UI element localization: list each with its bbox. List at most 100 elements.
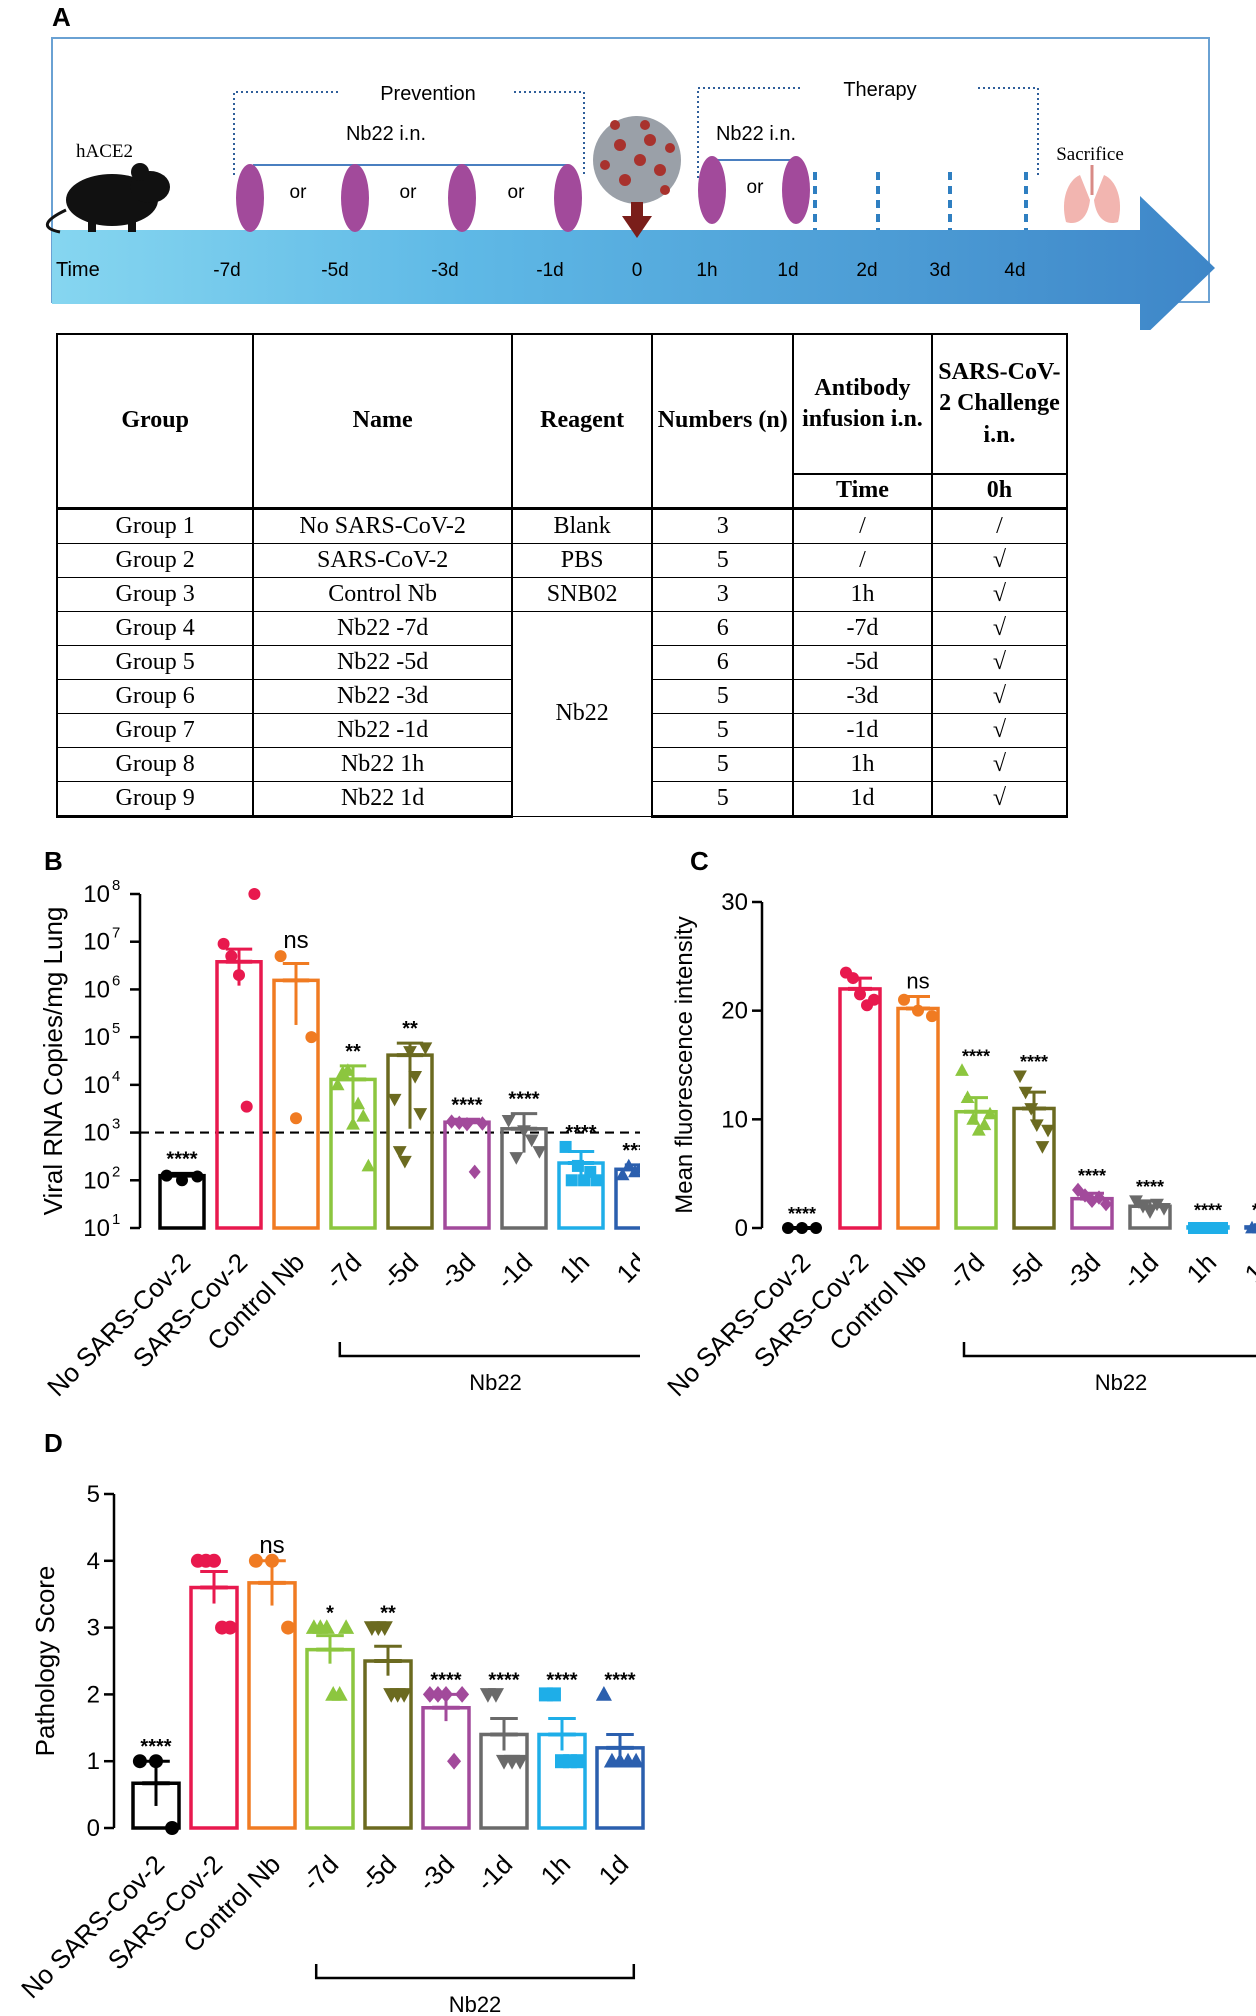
- table-cell: 5: [651, 678, 795, 714]
- data-point: [1245, 1220, 1256, 1234]
- prevention-label: Prevention: [380, 83, 476, 105]
- group-bracket: [314, 1964, 636, 1980]
- y-tick-label: 10: [721, 1106, 748, 1133]
- table-cell: -5d: [792, 644, 933, 680]
- table-cell: Group 3: [55, 576, 255, 612]
- data-point: [509, 1152, 524, 1165]
- significance-label: ****: [962, 1046, 990, 1066]
- table-cell: Group 4: [55, 610, 255, 646]
- data-point: [517, 1125, 531, 1138]
- data-point: [468, 1164, 481, 1180]
- data-point: [1252, 1226, 1256, 1234]
- group-bracket: [338, 1342, 640, 1358]
- data-point: [621, 1158, 636, 1172]
- table-cell: √: [930, 542, 1069, 578]
- bar: [305, 1647, 355, 1830]
- y-tick-exponent: 5: [112, 1021, 120, 1037]
- data-point: [403, 1046, 417, 1059]
- data-point: [330, 1077, 345, 1091]
- y-tick-label: 4: [87, 1548, 100, 1575]
- data-point: [346, 1116, 360, 1130]
- data-point: [217, 937, 230, 950]
- significance-label: **: [380, 1603, 396, 1625]
- group-design-table: Group Name Reagent Numbers (n) Antibody …: [55, 333, 1069, 819]
- x-tick-label: -5d: [376, 1247, 424, 1295]
- table-cell: √: [930, 712, 1069, 748]
- y-tick-exponent: 3: [112, 1117, 120, 1133]
- data-point: [165, 1821, 180, 1835]
- table-row: Group 6 Nb22 -3d 5 -3d √: [55, 678, 1069, 714]
- data-point: [396, 1688, 413, 1703]
- data-point: [854, 988, 866, 1001]
- x-tick-label: -3d: [1058, 1247, 1106, 1295]
- table-cell: Nb22 -3d: [252, 678, 513, 714]
- time-point: 3d: [929, 260, 950, 281]
- table-cell: 6: [651, 644, 795, 680]
- bar: [1244, 1225, 1256, 1230]
- table-cell: /: [792, 506, 933, 544]
- data-point: [782, 1222, 794, 1234]
- data-point: [413, 1108, 428, 1121]
- table-row: Group 9 Nb22 1d 5 1d √: [55, 780, 1069, 819]
- data-point: [487, 1688, 504, 1703]
- time-point: 2d: [856, 260, 877, 281]
- data-point: [408, 1071, 423, 1084]
- or-label: or: [747, 177, 765, 198]
- significance-label: ****: [622, 1140, 640, 1162]
- table-cell: 1d: [792, 780, 933, 819]
- table-cell: Nb22 1d: [252, 780, 513, 819]
- y-tick-label: 20: [721, 998, 748, 1025]
- data-point: [966, 1112, 981, 1125]
- table-cell: /: [792, 542, 933, 578]
- x-tick-label: -7d: [319, 1247, 367, 1295]
- table-row: Group 1 No SARS-CoV-2 Blank 3//: [55, 506, 1069, 544]
- data-point: [225, 950, 238, 963]
- data-point: [977, 1117, 992, 1131]
- table-row: Group 4 Nb22 -7d Nb22 6 -7d √: [55, 610, 1069, 818]
- y-tick-exponent: 2: [112, 1164, 120, 1180]
- group-label: Nb22: [1095, 1370, 1148, 1395]
- table-cell: /: [930, 506, 1069, 544]
- time-axis-label: Time: [56, 259, 100, 281]
- data-point: [248, 888, 261, 900]
- mouse-icon: [46, 163, 170, 234]
- x-tick-label: 1h: [1181, 1247, 1223, 1289]
- x-tick-label: -5d: [354, 1849, 402, 1897]
- bar: [215, 960, 263, 1230]
- significance-label: ****: [1252, 1201, 1256, 1221]
- y-tick-exponent: 1: [112, 1212, 120, 1228]
- x-tick-label: 1h: [554, 1247, 596, 1289]
- sacrifice-label: Sacrifice: [1056, 144, 1124, 165]
- data-point: [1029, 1119, 1044, 1132]
- bar: [838, 987, 882, 1230]
- table-cell: Control Nb: [252, 576, 513, 612]
- table-cell: Nb22 -1d: [252, 712, 513, 748]
- data-point: [1035, 1141, 1050, 1154]
- significance-label: ****: [140, 1736, 171, 1758]
- table-cell: Group 8: [55, 746, 255, 782]
- significance-label: **: [345, 1041, 361, 1063]
- y-tick-label: 10: [83, 929, 110, 956]
- table-cell: Group 2: [55, 542, 255, 578]
- significance-label: **: [402, 1018, 418, 1040]
- data-point: [595, 1686, 612, 1701]
- y-tick-label: 2: [87, 1681, 100, 1708]
- table-cell: Group 5: [55, 644, 255, 680]
- table-row: Group 7 Nb22 -1d 5 -1d √: [55, 712, 1069, 748]
- table-cell: Group 9: [55, 780, 255, 819]
- table-header: Name: [252, 333, 513, 509]
- y-axis-label: Viral RNA Copies/mg Lung: [38, 907, 68, 1216]
- x-tick-label: 1d: [593, 1849, 635, 1891]
- data-point: [387, 1093, 402, 1107]
- data-point: [628, 1752, 645, 1768]
- dose-marker: [554, 164, 582, 232]
- panel-label-b: B: [44, 846, 63, 876]
- table-cell: Nb22 -7d: [252, 610, 513, 646]
- data-point: [340, 1063, 355, 1076]
- table-row: Group 5 Nb22 -5d 6 -5d √: [55, 644, 1069, 680]
- table-cell: 5: [651, 746, 795, 782]
- data-point: [274, 950, 287, 963]
- data-point: [571, 1159, 584, 1172]
- table-cell: -3d: [792, 678, 933, 714]
